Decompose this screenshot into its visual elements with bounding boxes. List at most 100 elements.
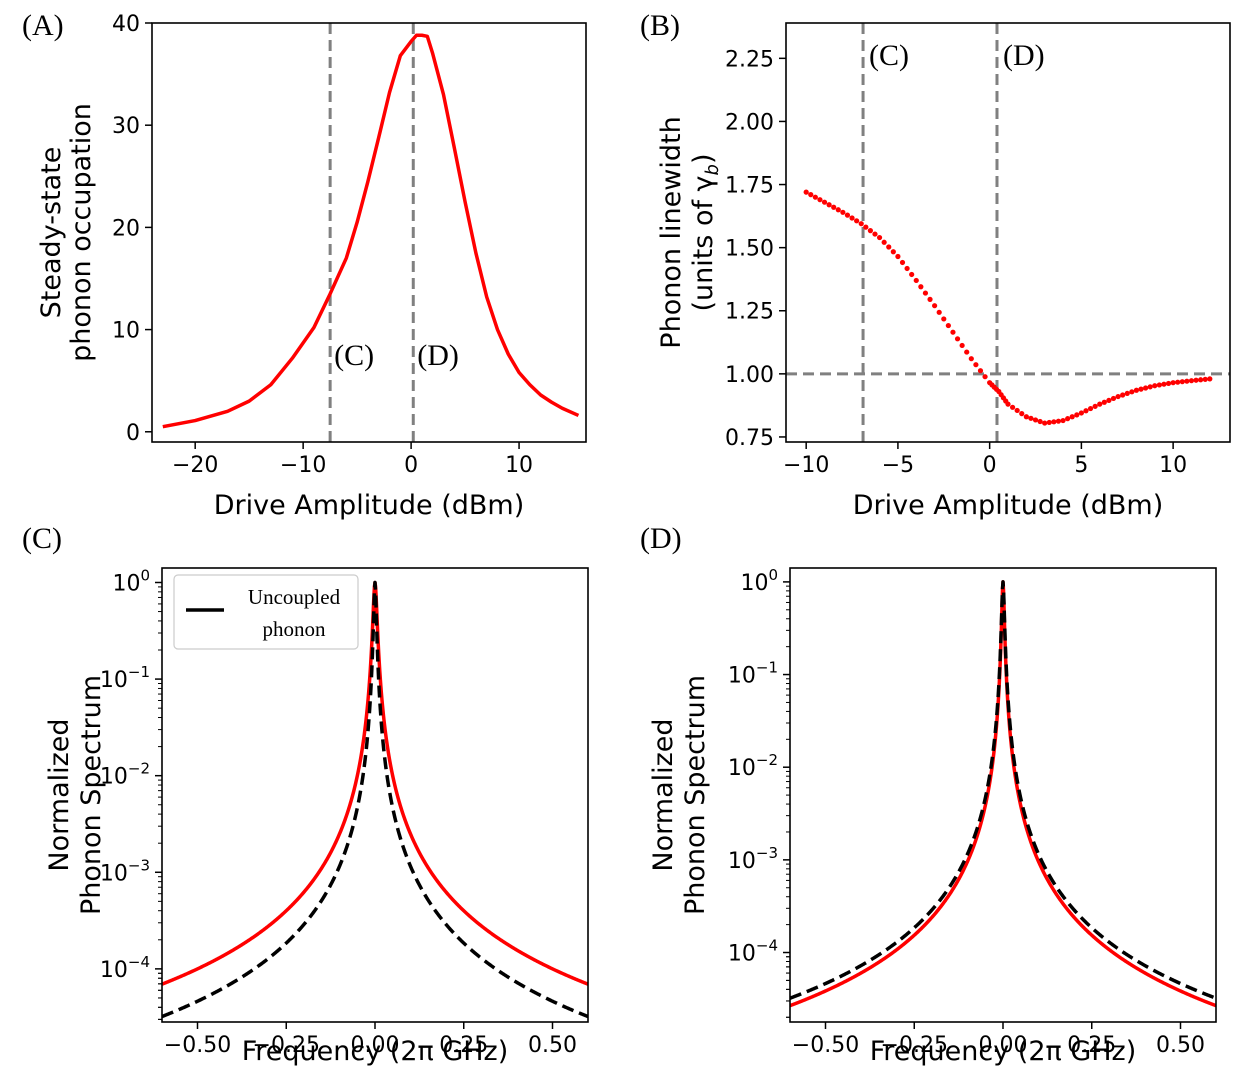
data-point	[1092, 403, 1098, 409]
data-point	[932, 303, 938, 309]
y-axis-label: Phonon Spectrum	[76, 675, 107, 915]
data-point	[863, 224, 869, 230]
data-point	[1207, 376, 1213, 382]
y-tick-label: 0.75	[725, 426, 774, 451]
data-point	[945, 322, 951, 329]
panel-d: (D) −0.50 −0.25 0.00 0.25 0.50 100 10−1 10−2 10−3…	[640, 522, 1217, 1067]
y-tick-label: 10−4	[728, 937, 778, 967]
y-axis-label: Normalized	[44, 718, 75, 871]
y-tick-label: 1.00	[725, 363, 774, 388]
data-point	[1106, 397, 1112, 403]
guide-label: (D)	[1003, 39, 1045, 72]
data-point	[867, 228, 873, 234]
data-point	[808, 192, 814, 198]
data-point	[1124, 390, 1130, 397]
y-tick-label: 10	[112, 319, 140, 344]
y-axis-label-sub: b	[702, 164, 723, 175]
legend-label: phonon	[263, 617, 327, 641]
data-point	[1101, 399, 1107, 405]
legend: Uncoupled phonon	[173, 574, 359, 650]
y-axis-label-part: (units of γ	[688, 175, 719, 311]
data-point	[1032, 417, 1039, 423]
x-tick-label: −0.50	[792, 1033, 859, 1058]
series-line-dashed	[162, 580, 588, 1019]
data-point	[1051, 419, 1057, 425]
x-axis-label: Drive Amplitude (dBm)	[853, 490, 1164, 521]
data-point	[872, 231, 878, 237]
panel-tag: (D)	[640, 522, 682, 555]
data-point	[1165, 380, 1172, 387]
data-point	[886, 244, 892, 250]
data-point	[959, 342, 965, 349]
data-point	[1065, 416, 1071, 422]
data-point	[876, 234, 883, 241]
panel-a: (A) (C) (D) −20 −10 0 10 0 10 20 30 40 Drive Amplitu…	[22, 9, 587, 521]
data-point	[849, 215, 855, 221]
data-point	[1037, 418, 1043, 425]
data-point	[1055, 418, 1062, 424]
y-axis-label: Phonon linewidth	[656, 116, 687, 348]
x-tick-label: −10	[783, 453, 829, 478]
axes-frame	[151, 22, 587, 443]
x-tick-label: 0	[404, 453, 418, 478]
data-point	[895, 253, 901, 260]
data-point	[927, 296, 933, 302]
y-tick-label: 100	[740, 566, 778, 596]
data-point	[1005, 401, 1011, 407]
data-point	[936, 309, 942, 315]
y-tick-label: 10−3	[100, 856, 150, 886]
data-point	[973, 362, 979, 368]
data-point	[890, 249, 896, 255]
y-tick-label: 0	[126, 421, 140, 446]
x-tick-label: −5	[882, 453, 914, 478]
y-tick-label: 1.75	[725, 174, 774, 199]
y-tick-label: 2.00	[725, 110, 774, 135]
data-point	[840, 209, 846, 215]
y-tick-label: 10−4	[100, 953, 150, 983]
x-axis-label: Drive Amplitude (dBm)	[214, 490, 525, 521]
y-tick-label: 10−1	[100, 663, 150, 693]
y-tick-label: 1.50	[725, 237, 774, 262]
x-tick-label: −10	[280, 453, 326, 478]
x-tick-label: 0.00	[351, 1033, 400, 1058]
data-point	[858, 221, 864, 227]
legend-box	[173, 574, 359, 650]
x-tick-label: 0.50	[1156, 1033, 1205, 1058]
data-point	[913, 277, 919, 284]
data-point	[899, 259, 906, 266]
x-tick-label: 10	[1159, 453, 1187, 478]
legend-label: Uncoupled	[248, 585, 341, 609]
panel-tag: (B)	[640, 9, 680, 42]
panel-b: (B) (C) (D) −10 −5 0 5 10 0.75 1.00 1.25 1.50 1.75 2.…	[640, 9, 1231, 521]
data-point	[954, 336, 961, 342]
panel-tag: (C)	[22, 522, 62, 555]
data-point	[881, 239, 887, 245]
x-tick-label: 5	[1074, 453, 1088, 478]
data-point	[1074, 412, 1080, 418]
data-point	[1083, 408, 1089, 414]
y-tick-label: 40	[112, 12, 140, 37]
guide-label: (C)	[334, 339, 374, 372]
data-point	[1087, 405, 1094, 412]
data-point	[854, 218, 860, 224]
y-tick-label: 10−2	[728, 751, 778, 781]
y-tick-label: 20	[112, 216, 140, 241]
data-point	[1023, 414, 1029, 420]
guide-label: (D)	[417, 339, 459, 372]
x-tick-label: −0.50	[164, 1033, 231, 1058]
data-point	[1046, 419, 1052, 426]
data-point	[1147, 384, 1153, 390]
data-point	[1060, 417, 1066, 424]
data-point	[1019, 411, 1025, 417]
data-point	[1097, 401, 1103, 407]
series-line-solid	[790, 580, 1216, 1008]
x-axis-label: Frequency (2π GHz)	[242, 1036, 509, 1067]
x-tick-label: −0.25	[881, 1033, 948, 1058]
data-point	[1138, 386, 1144, 392]
data-point	[1198, 377, 1204, 383]
data-point	[821, 199, 828, 205]
data-point	[844, 212, 851, 218]
plot-area	[790, 580, 1216, 1008]
y-tick-label: 2.25	[725, 47, 774, 72]
